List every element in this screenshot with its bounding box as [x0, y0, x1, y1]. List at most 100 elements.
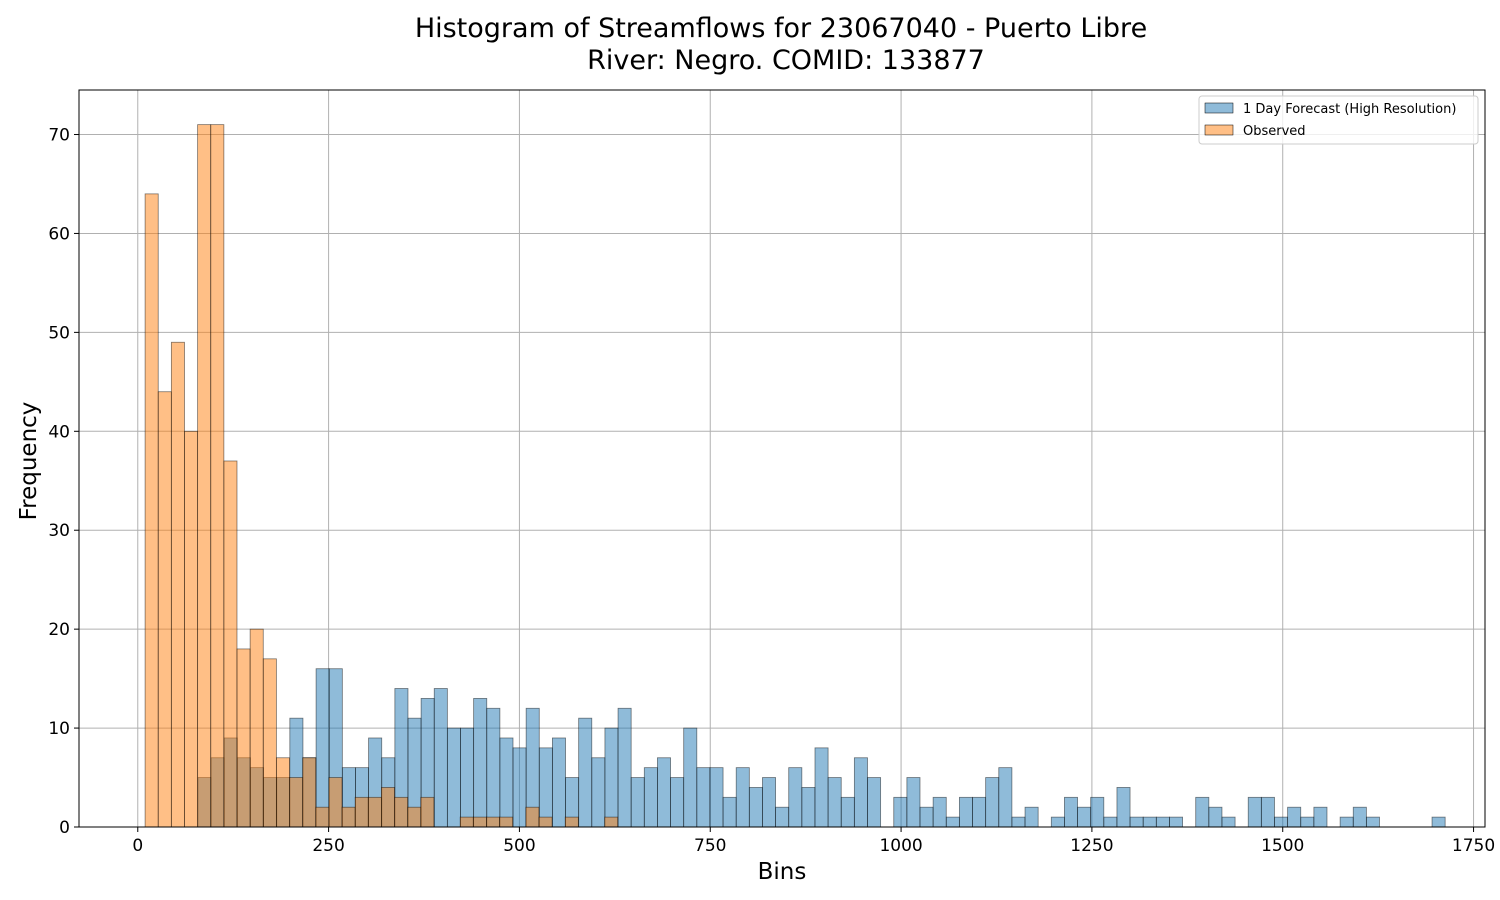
bar-observed: [525, 806, 540, 828]
y-tick-label: 30: [48, 521, 70, 541]
bar-observed: [381, 787, 395, 828]
x-tick-label: 1500: [1261, 836, 1304, 856]
bar-forecast: [1260, 796, 1275, 828]
bar-observed: [564, 816, 579, 828]
bar-forecast: [617, 707, 632, 828]
bars: [144, 124, 1446, 828]
bar-observed: [459, 816, 474, 828]
axis-ticks: 0 250 500 750 1000 1250 1500 1750 0 10 20 30 40 50 60 7…: [48, 126, 1495, 856]
bar-observed: [499, 816, 514, 828]
bar-forecast: [762, 777, 776, 828]
bar-observed: [486, 816, 500, 828]
bar-forecast: [1142, 816, 1157, 828]
bar-forecast: [630, 777, 645, 828]
bar-forecast: [1274, 816, 1289, 828]
bar-observed: [289, 777, 304, 828]
legend: 1 Day Forecast (High Resolution) Observe…: [1198, 95, 1479, 145]
bar-forecast: [801, 787, 816, 828]
bar-observed: [184, 430, 199, 828]
bar-forecast: [775, 806, 790, 828]
bar-forecast: [499, 737, 514, 828]
bar-forecast: [853, 757, 868, 828]
bar-forecast: [919, 806, 934, 828]
chart-title-line-1: Histogram of Streamflows for 23067040 - …: [415, 13, 1147, 44]
bar-observed: [420, 796, 435, 828]
bar-observed: [157, 391, 172, 828]
x-tick-label: 500: [503, 836, 535, 856]
bar-forecast: [315, 668, 330, 828]
bar-forecast: [985, 777, 1000, 828]
y-tick-label: 10: [48, 719, 70, 739]
bar-forecast: [709, 767, 724, 828]
bar-forecast: [1221, 816, 1236, 828]
bar-forecast: [1431, 816, 1446, 828]
bar-forecast: [906, 777, 921, 828]
bar-observed: [236, 648, 251, 828]
bar-observed: [302, 757, 317, 828]
bar-forecast: [827, 777, 842, 828]
y-tick-label: 50: [48, 323, 70, 343]
chart-title-line-2: River: Negro. COMID: 133877: [587, 45, 985, 76]
bar-forecast: [578, 717, 593, 828]
bar-forecast: [867, 777, 882, 828]
y-tick-label: 0: [59, 818, 70, 838]
x-tick-label: 1250: [1070, 836, 1113, 856]
bar-forecast: [1064, 796, 1078, 828]
y-tick-label: 40: [48, 422, 70, 442]
bar-observed: [262, 658, 277, 828]
bar-forecast: [814, 747, 829, 828]
bar-forecast: [1050, 816, 1065, 828]
bar-forecast: [1339, 816, 1354, 828]
x-tick-label: 1000: [879, 836, 922, 856]
bar-forecast: [893, 796, 908, 828]
bar-forecast: [1169, 816, 1183, 828]
bar-forecast: [604, 727, 619, 828]
bar-observed: [354, 796, 369, 828]
bar-forecast: [486, 707, 501, 828]
bar-observed: [538, 816, 553, 828]
bar-forecast: [1313, 806, 1328, 828]
bar-forecast: [1247, 796, 1262, 828]
bar-forecast: [670, 777, 685, 828]
bar-forecast: [657, 757, 671, 828]
bar-forecast: [1116, 787, 1131, 828]
bar-observed: [210, 124, 225, 828]
bar-forecast: [1090, 796, 1105, 828]
bar-forecast: [1208, 806, 1223, 828]
bar-forecast: [958, 796, 973, 828]
bar-forecast: [748, 787, 763, 828]
y-axis-label: Frequency: [16, 402, 42, 521]
bar-observed: [315, 806, 330, 828]
bar-observed: [341, 806, 356, 828]
bar-forecast: [446, 727, 461, 828]
bar-observed: [144, 193, 159, 828]
bar-forecast: [840, 796, 855, 828]
bar-forecast: [1352, 806, 1367, 828]
x-tick-label: 1750: [1452, 836, 1495, 856]
y-tick-label: 20: [48, 620, 70, 640]
y-tick-label: 60: [48, 224, 70, 244]
bar-forecast: [972, 796, 987, 828]
bar-observed: [328, 777, 343, 828]
bar-observed: [249, 628, 264, 828]
bar-forecast: [1077, 806, 1092, 828]
x-axis-label: Bins: [758, 859, 807, 885]
bar-forecast: [945, 816, 960, 828]
bar-forecast: [998, 767, 1013, 828]
bar-observed: [197, 124, 212, 828]
bar-forecast: [512, 747, 527, 828]
bar-forecast: [460, 727, 475, 828]
bar-forecast: [538, 747, 553, 828]
bar-forecast: [735, 767, 750, 828]
legend-swatch-observed: [1204, 124, 1234, 136]
bar-forecast: [551, 737, 566, 828]
x-tick-label: 0: [132, 836, 143, 856]
legend-swatch-forecast: [1204, 102, 1234, 114]
bar-forecast: [1195, 796, 1210, 828]
bar-forecast: [1287, 806, 1302, 828]
x-tick-label: 250: [312, 836, 344, 856]
bar-observed: [275, 757, 290, 828]
bar-forecast: [1024, 806, 1039, 828]
bar-observed: [170, 341, 185, 828]
